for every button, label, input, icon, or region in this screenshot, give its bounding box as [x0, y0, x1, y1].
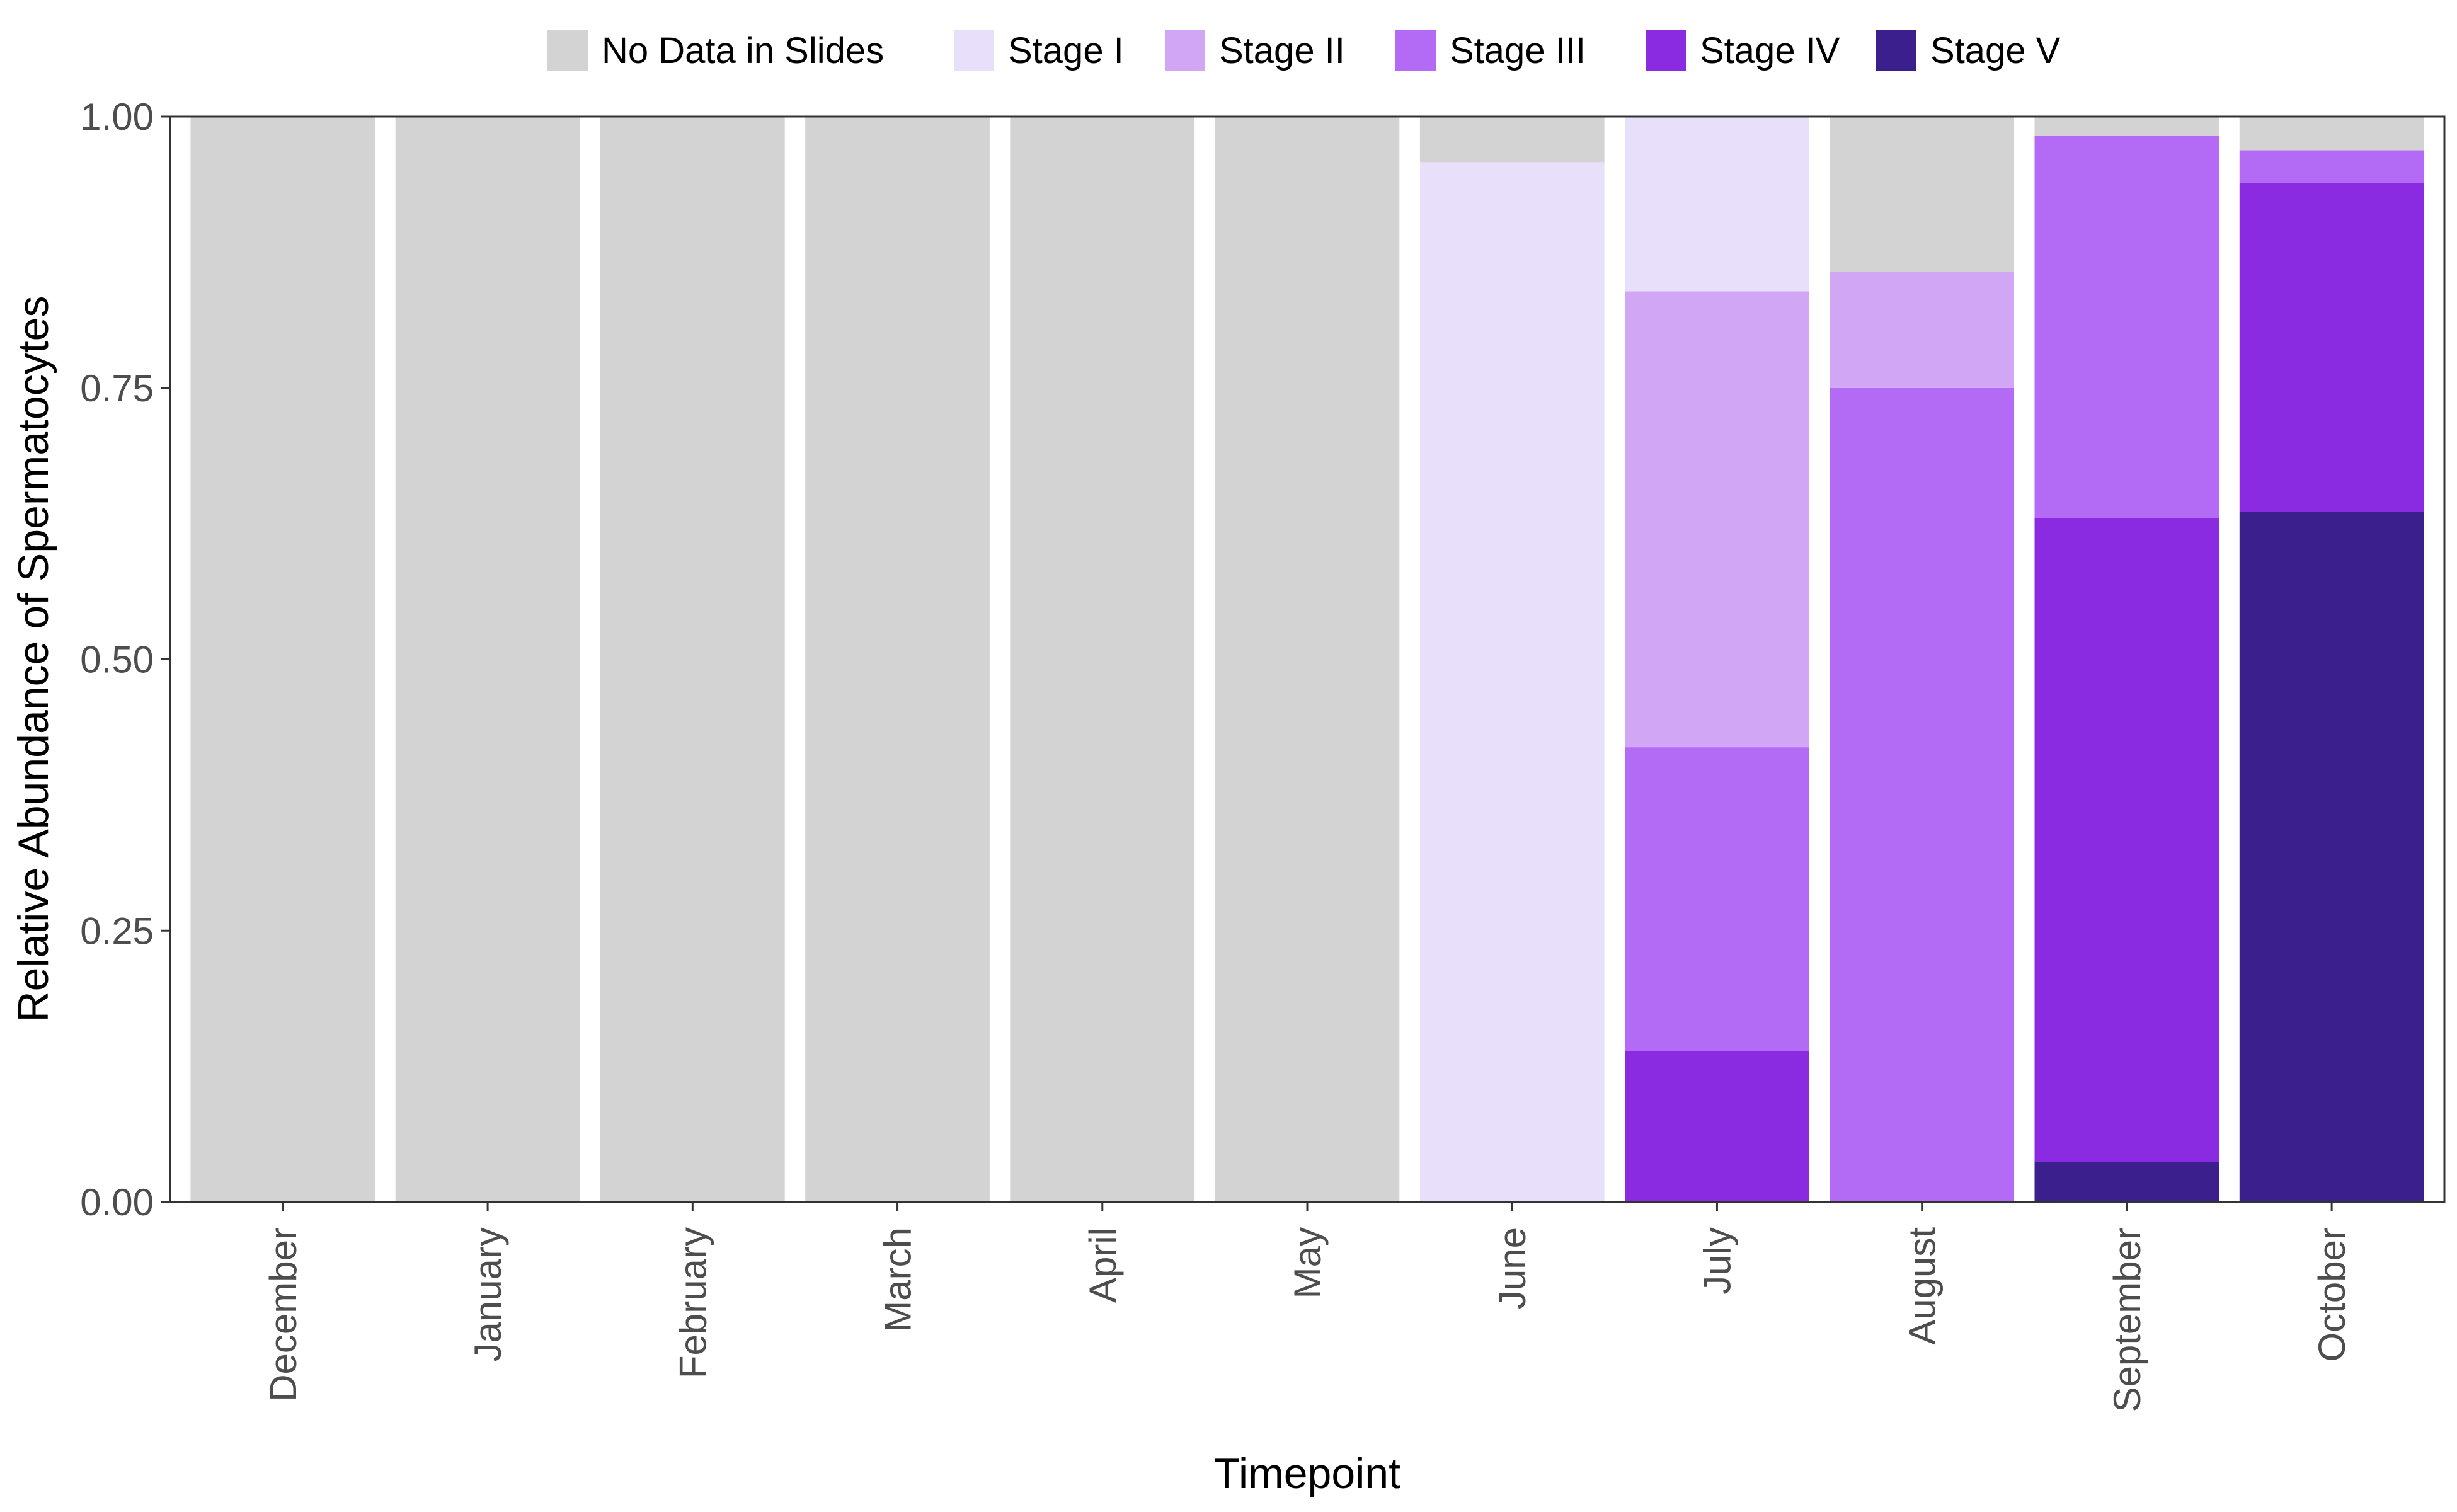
- bars: [190, 117, 2424, 1203]
- bar-segment-september-stage-v: [2034, 1162, 2219, 1202]
- x-tick-label-august: August: [1901, 1227, 1944, 1345]
- x-tick-label-july: July: [1697, 1227, 1739, 1295]
- bar-segment-june-stage-i: [1419, 162, 1605, 1202]
- legend-item-stage-iii: Stage III: [1395, 30, 1586, 71]
- bar-segment-december-no-data-in-slides: [190, 117, 375, 1202]
- legend-item-stage-ii: Stage II: [1165, 30, 1345, 71]
- bar-segment-july-stage-iii: [1625, 747, 1809, 1051]
- x-tick-label-march: March: [877, 1227, 919, 1332]
- x-tick-label-february: February: [672, 1227, 714, 1378]
- legend-label: Stage II: [1219, 30, 1345, 71]
- y-axis-title: Relative Abundance of Spermatocytes: [9, 296, 57, 1022]
- x-axis: December January February March April May June…: [262, 1202, 2353, 1412]
- bar-segment-october-stage-iii: [2239, 150, 2424, 183]
- bar-segment-september-stage-iv: [2034, 518, 2219, 1162]
- x-tick-label-january: January: [467, 1227, 509, 1361]
- legend-label: No Data in Slides: [602, 30, 884, 71]
- x-tick-label-october: October: [2311, 1227, 2353, 1361]
- bar-segment-august-stage-ii: [1830, 272, 2014, 388]
- legend-label: Stage I: [1008, 30, 1124, 71]
- legend-swatch: [1165, 30, 1205, 71]
- y-tick-label: 1.00: [80, 96, 154, 138]
- bar-segment-january-no-data-in-slides: [395, 117, 580, 1202]
- bar-segment-april-no-data-in-slides: [1010, 117, 1195, 1202]
- x-tick-label-june: June: [1491, 1227, 1533, 1309]
- x-tick-label-december: December: [262, 1227, 304, 1402]
- legend-swatch: [954, 30, 994, 71]
- y-tick-label: 0.00: [80, 1181, 154, 1223]
- legend-label: Stage IV: [1700, 30, 1840, 71]
- x-tick-label-april: April: [1082, 1227, 1124, 1303]
- legend-label: Stage V: [1930, 30, 2061, 71]
- legend-item-stage-v: Stage V: [1876, 30, 2061, 71]
- legend-swatch: [1876, 30, 1916, 71]
- x-axis-title: Timepoint: [1214, 1450, 1400, 1498]
- bar-segment-july-stage-ii: [1625, 291, 1809, 748]
- bar-segment-july-stage-i: [1625, 117, 1809, 292]
- y-tick-label: 0.25: [80, 910, 154, 952]
- bar-segment-august-no-data-in-slides: [1830, 117, 2014, 272]
- legend-swatch: [1395, 30, 1436, 71]
- bar-segment-september-no-data-in-slides: [2034, 117, 2219, 136]
- y-axis: 0.00 0.25 0.50 0.75 1.00: [80, 96, 170, 1223]
- y-tick-label: 0.50: [80, 639, 154, 681]
- bar-segment-may-no-data-in-slides: [1215, 117, 1400, 1202]
- legend-swatch: [1646, 30, 1686, 71]
- bar-segment-october-no-data-in-slides: [2239, 117, 2424, 151]
- legend-item-no-data-in-slides: No Data in Slides: [547, 30, 884, 71]
- x-tick-label-may: May: [1286, 1227, 1329, 1298]
- legend: No Data in Slides Stage I Stage II Stage II…: [547, 30, 2061, 71]
- bar-segment-october-stage-iv: [2239, 183, 2424, 512]
- x-tick-label-september: September: [2106, 1227, 2148, 1412]
- y-tick-label: 0.75: [80, 367, 154, 410]
- bar-segment-august-stage-iii: [1830, 387, 2014, 1203]
- bar-segment-march-no-data-in-slides: [805, 117, 990, 1202]
- bar-segment-june-no-data-in-slides: [1419, 117, 1605, 163]
- legend-item-stage-iv: Stage IV: [1646, 30, 1840, 71]
- legend-swatch: [547, 30, 588, 71]
- legend-label: Stage III: [1450, 30, 1586, 71]
- bar-segment-july-stage-iv: [1625, 1051, 1809, 1202]
- bar-segment-september-stage-iii: [2034, 136, 2219, 518]
- bar-segment-february-no-data-in-slides: [600, 117, 785, 1202]
- bar-segment-october-stage-v: [2239, 512, 2424, 1203]
- legend-item-stage-i: Stage I: [954, 30, 1124, 71]
